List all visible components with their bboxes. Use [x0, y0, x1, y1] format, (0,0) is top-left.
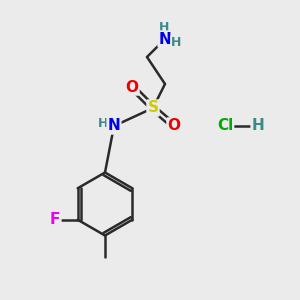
Text: H: H [159, 21, 169, 34]
Text: H: H [252, 118, 264, 134]
Text: N: N [159, 32, 171, 46]
Text: S: S [148, 100, 158, 116]
Text: F: F [50, 212, 60, 227]
Text: N: N [108, 118, 120, 134]
Text: Cl: Cl [217, 118, 233, 134]
Text: H: H [171, 36, 182, 49]
Text: O: O [125, 80, 139, 94]
Text: H: H [98, 117, 109, 130]
Text: O: O [167, 118, 181, 134]
